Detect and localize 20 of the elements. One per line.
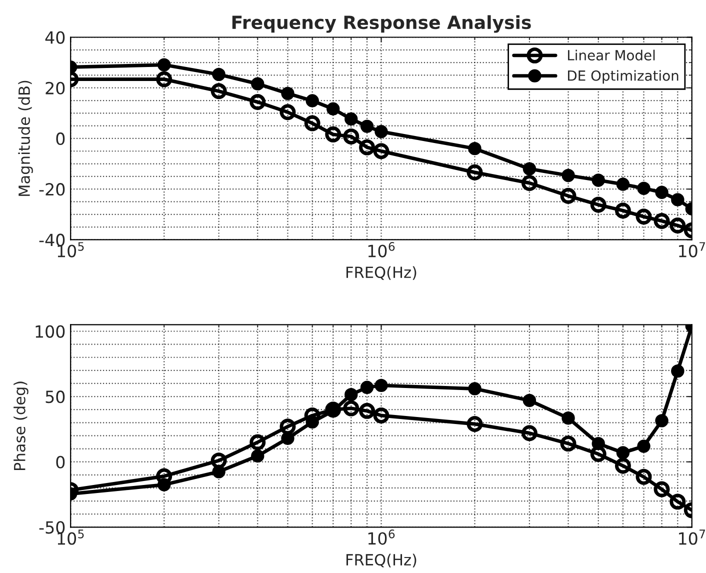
y-tick-label: -20 xyxy=(39,183,65,196)
y-tick-label: 0 xyxy=(56,456,65,468)
x-tick-label: 10$^{7}$ xyxy=(679,530,706,545)
y-axis-title: Phase (deg) xyxy=(14,382,28,470)
y-tick-label: 20 xyxy=(46,82,65,94)
y-tick-label: 40 xyxy=(45,31,65,44)
x-tick-label: 10$^{6}$ xyxy=(368,242,395,258)
x-axis-title: FREQ(Hz) xyxy=(346,266,416,280)
x-tick-label: 10$^{7}$ xyxy=(679,242,706,258)
legend-label: DE Optimization xyxy=(568,70,678,84)
legend-label: Linear Model xyxy=(568,50,655,60)
y-tick-label: -50 xyxy=(39,521,65,534)
x-tick-label: 10$^{6}$ xyxy=(368,530,395,545)
y-tick-label: 0 xyxy=(56,132,65,146)
y-axis-title: Magnitude (dB) xyxy=(18,80,33,196)
y-tick-label: 100 xyxy=(36,325,65,338)
y-tick-label: -40 xyxy=(39,234,65,246)
x-axis-title: FREQ(Hz) xyxy=(346,554,416,568)
chart-title: Frequency Response Analysis xyxy=(232,15,531,33)
y-tick-label: 50 xyxy=(46,390,65,404)
